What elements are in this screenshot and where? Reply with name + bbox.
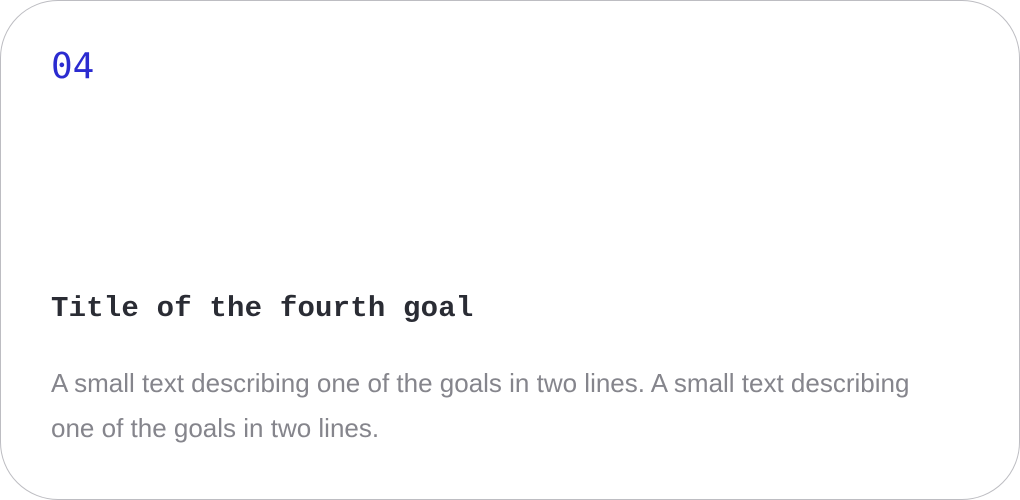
goal-number: 04 [51,46,95,87]
goal-description: A small text describing one of the goals… [51,368,910,443]
goal-title: Title of the fourth goal [51,292,474,325]
